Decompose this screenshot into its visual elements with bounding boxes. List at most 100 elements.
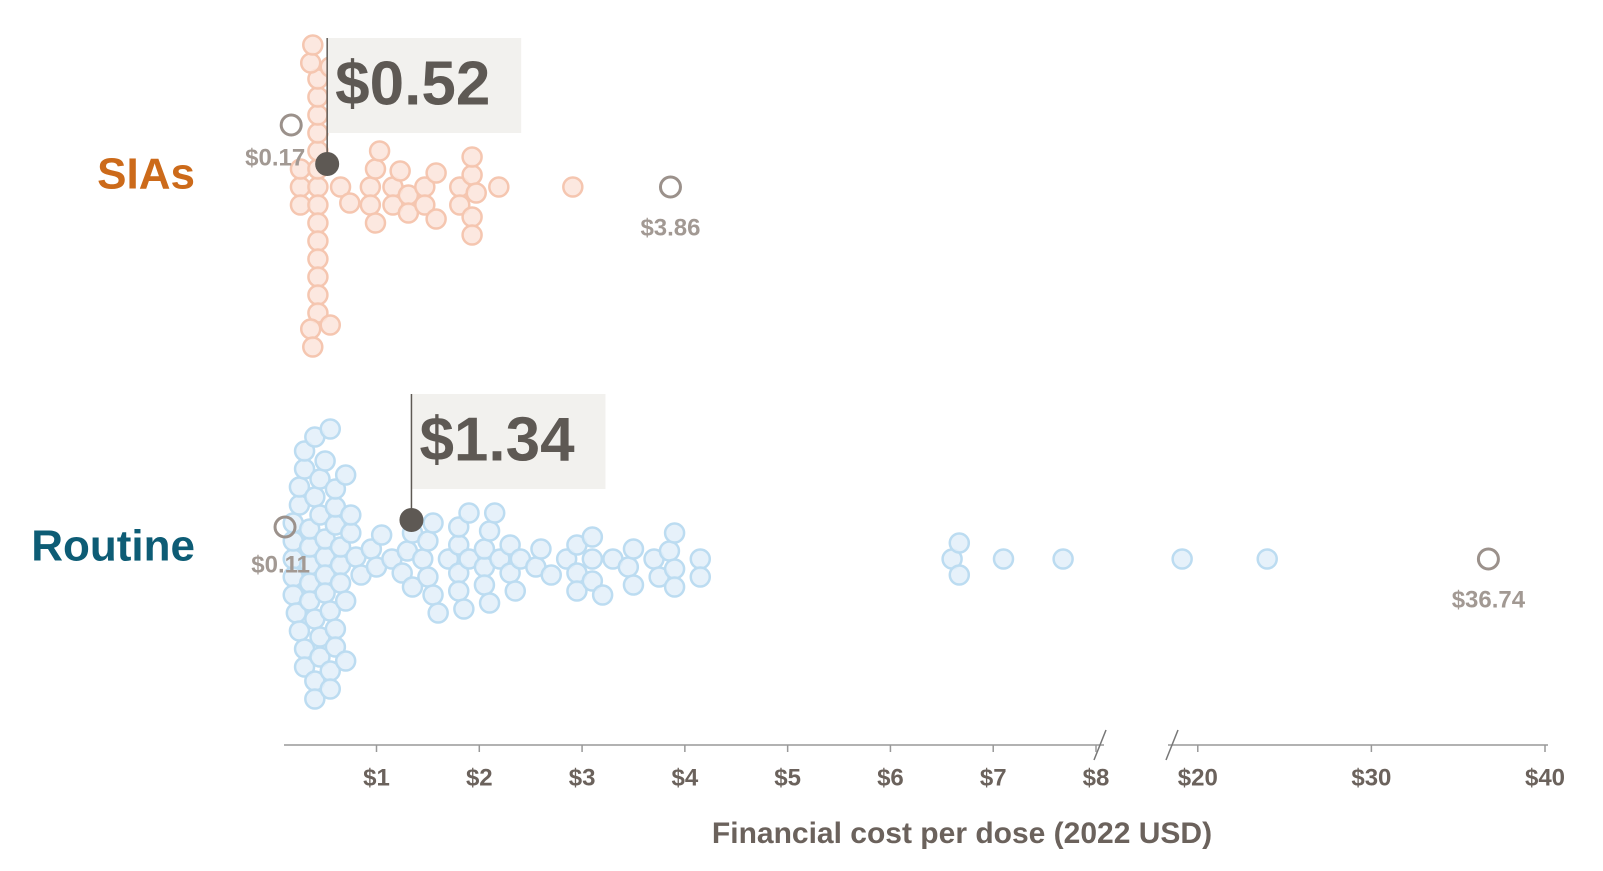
data-point xyxy=(1256,548,1278,570)
median-marker xyxy=(399,508,424,532)
data-point xyxy=(364,158,387,180)
axis-break xyxy=(1165,729,1179,761)
x-tick-label: $8 xyxy=(1083,764,1110,791)
data-point xyxy=(591,584,614,606)
min-label: $0.17 xyxy=(245,144,305,171)
data-point xyxy=(617,556,640,578)
data-point xyxy=(334,464,357,486)
x-tick-label: $20 xyxy=(1178,764,1218,791)
data-point xyxy=(530,538,552,560)
median-label: $0.52 xyxy=(335,49,490,118)
median-label-box xyxy=(327,38,522,133)
x-tick-label: $40 xyxy=(1525,764,1565,791)
data-point xyxy=(334,590,357,612)
axis-break xyxy=(1093,729,1107,761)
max-label: $3.86 xyxy=(640,214,700,241)
data-point xyxy=(581,548,604,570)
data-point xyxy=(663,558,686,580)
data-point xyxy=(447,516,470,538)
data-point xyxy=(622,538,645,560)
data-point xyxy=(304,486,326,508)
data-point xyxy=(307,194,329,216)
data-point xyxy=(319,678,342,700)
data-point xyxy=(329,572,352,594)
data-point xyxy=(319,418,342,440)
data-point xyxy=(391,562,413,584)
x-tick-label: $1 xyxy=(363,764,390,791)
max-label: $36.74 xyxy=(1452,586,1526,613)
data-point xyxy=(425,208,447,230)
data-point xyxy=(992,548,1015,570)
data-point xyxy=(293,440,316,462)
median-label: $1.34 xyxy=(419,405,575,474)
data-point xyxy=(389,160,411,182)
data-point xyxy=(324,478,347,500)
data-point xyxy=(489,548,511,570)
max-marker xyxy=(658,175,682,199)
data-point xyxy=(289,176,312,198)
series-label: Routine xyxy=(31,522,195,571)
data-point xyxy=(329,536,352,558)
data-point xyxy=(689,566,712,588)
max-marker xyxy=(1476,547,1500,571)
data-point xyxy=(453,598,475,620)
data-point xyxy=(437,548,460,570)
data-point xyxy=(307,176,329,198)
data-point xyxy=(1052,548,1074,570)
data-point xyxy=(566,580,588,602)
data-point xyxy=(458,502,480,524)
data-point xyxy=(488,176,510,198)
data-point xyxy=(663,576,686,598)
x-tick-label: $4 xyxy=(672,764,699,791)
data-point xyxy=(499,534,521,556)
data-point xyxy=(401,576,424,598)
data-point xyxy=(307,266,329,288)
data-point xyxy=(581,570,604,592)
data-point xyxy=(581,526,604,548)
data-point xyxy=(324,636,347,658)
data-point xyxy=(427,602,449,624)
data-point xyxy=(314,450,336,472)
data-point xyxy=(329,176,352,198)
data-point xyxy=(307,86,329,108)
data-point xyxy=(622,574,645,596)
median-label-box xyxy=(411,394,606,489)
data-point xyxy=(422,512,444,534)
data-point xyxy=(304,688,326,710)
data-point xyxy=(562,176,584,198)
x-tick-label: $2 xyxy=(466,764,493,791)
data-point xyxy=(461,164,483,186)
data-point xyxy=(339,192,361,214)
data-point xyxy=(417,530,439,552)
data-point xyxy=(307,104,329,126)
data-point xyxy=(307,122,329,144)
min-marker xyxy=(273,515,297,539)
data-point xyxy=(658,540,681,562)
data-point xyxy=(422,584,444,606)
data-point xyxy=(1171,548,1193,570)
data-point xyxy=(473,574,496,596)
data-point xyxy=(461,206,483,228)
data-point xyxy=(298,518,321,540)
x-tick-label: $3 xyxy=(569,764,596,791)
data-point xyxy=(359,194,382,216)
data-point xyxy=(307,230,329,252)
median-marker xyxy=(315,152,340,176)
series-label: SIAs xyxy=(97,150,195,199)
data-point xyxy=(948,532,971,554)
data-point xyxy=(319,314,342,336)
data-point xyxy=(299,318,322,340)
data-point xyxy=(324,618,347,640)
data-point xyxy=(359,176,382,198)
data-point xyxy=(425,162,447,184)
data-point xyxy=(483,502,506,524)
data-point xyxy=(412,548,434,570)
data-point xyxy=(478,520,501,542)
data-point xyxy=(461,146,483,168)
data-point xyxy=(368,140,391,162)
data-point xyxy=(447,580,470,602)
x-axis-title: Financial cost per dose (2022 USD) xyxy=(712,817,1212,850)
data-point xyxy=(334,650,357,672)
